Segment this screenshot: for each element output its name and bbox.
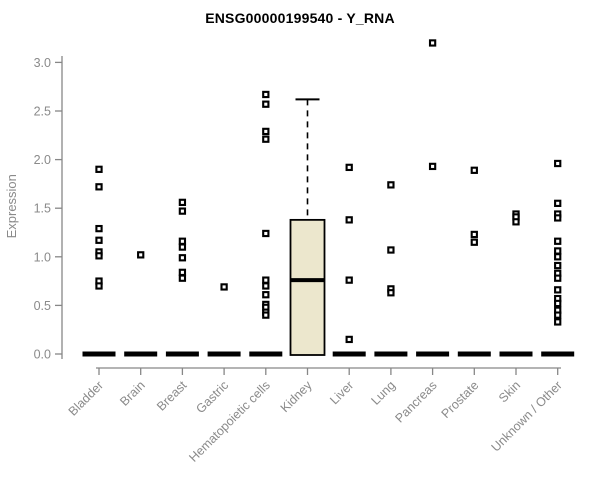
x-category-label: Pancreas <box>392 378 439 425</box>
x-category-label: Liver <box>327 378 356 407</box>
data-point-marker <box>554 286 562 294</box>
data-point-marker <box>387 289 395 297</box>
collapsed-box <box>165 351 199 357</box>
collapsed-box <box>82 351 116 357</box>
collapsed-box <box>457 351 491 357</box>
data-point-marker <box>554 311 562 319</box>
y-tick-label: 1.5 <box>34 202 51 216</box>
chart-title: ENSG00000199540 - Y_RNA <box>205 10 395 26</box>
x-category-label: Gastric <box>193 378 231 416</box>
data-point-marker <box>178 237 187 245</box>
data-point-marker <box>345 276 353 284</box>
data-point-marker <box>512 218 520 226</box>
data-point-marker <box>262 100 270 108</box>
y-tick-label: 2.5 <box>34 105 51 119</box>
data-point-marker <box>554 159 562 168</box>
y-tick-label: 2.0 <box>34 153 51 167</box>
y-tick-label: 1.0 <box>34 250 51 264</box>
data-point-marker <box>554 318 562 326</box>
collapsed-box <box>541 351 575 357</box>
data-point-marker <box>220 283 228 291</box>
x-category-label: Kidney <box>278 378 315 415</box>
median-line <box>290 278 325 283</box>
data-point-marker <box>178 207 187 215</box>
data-point-marker <box>262 291 270 299</box>
data-point-marker <box>554 214 562 222</box>
data-point-marker <box>262 282 270 290</box>
collapsed-box <box>124 351 158 357</box>
collapsed-box <box>332 351 366 357</box>
x-category-label: Lung <box>368 378 398 408</box>
data-point-marker <box>262 135 270 143</box>
data-point-marker <box>262 276 270 284</box>
y-tick-label: 3.0 <box>34 56 51 70</box>
data-point-marker <box>554 247 562 255</box>
collapsed-box <box>416 351 450 357</box>
data-point-marker <box>428 39 437 47</box>
data-point-marker <box>262 229 270 238</box>
data-point-marker <box>470 166 478 174</box>
x-category-label: Skin <box>496 378 523 405</box>
data-point-marker <box>554 237 562 245</box>
data-point-marker <box>554 274 562 282</box>
data-point-marker <box>95 224 103 233</box>
data-point-marker <box>345 335 353 344</box>
x-category-label: Breast <box>154 378 190 414</box>
data-point-marker <box>262 90 270 99</box>
y-tick-label: 0.5 <box>34 299 51 313</box>
data-point-marker <box>178 198 187 207</box>
x-category-label: Hematopoietic cells <box>186 378 273 465</box>
data-point-marker <box>554 253 562 261</box>
y-tick-label: 0.0 <box>34 348 51 362</box>
data-point-marker <box>387 181 395 189</box>
data-point-marker <box>95 165 103 173</box>
collapsed-box <box>374 351 408 357</box>
data-point-marker <box>345 163 353 172</box>
data-point-marker <box>262 127 270 136</box>
data-point-marker <box>178 254 187 262</box>
data-point-marker <box>428 162 437 171</box>
data-point-marker <box>95 183 103 191</box>
x-category-label: Prostate <box>439 378 482 421</box>
data-point-marker <box>470 238 478 246</box>
data-point-marker <box>95 282 103 290</box>
data-point-marker <box>345 216 353 224</box>
x-category-label: Unknown / Other <box>489 378 565 454</box>
box <box>289 218 326 356</box>
x-category-label: Bladder <box>66 378 106 418</box>
y-axis-title: Expression <box>4 174 19 238</box>
data-point-marker <box>178 243 187 251</box>
data-point-marker <box>554 199 562 207</box>
data-point-marker <box>470 230 478 239</box>
data-point-marker <box>137 251 145 259</box>
x-category-label: Brain <box>117 378 148 409</box>
data-point-marker <box>387 246 395 254</box>
data-point-marker <box>95 252 103 260</box>
collapsed-box <box>499 351 533 357</box>
data-point-marker <box>554 261 562 270</box>
collapsed-box <box>207 351 241 357</box>
data-point-marker <box>95 236 103 244</box>
data-point-marker <box>554 299 562 308</box>
collapsed-box <box>249 351 283 357</box>
data-point-marker <box>178 268 187 277</box>
data-point-marker <box>262 311 270 319</box>
data-point-marker <box>178 274 187 282</box>
